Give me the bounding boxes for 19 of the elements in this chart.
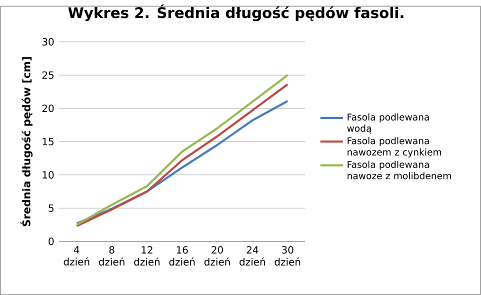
chart-title: Wykres 2. Średnia długość pędów fasoli. [68,4,404,22]
y-tick-label: 0 [48,238,54,246]
legend-label: Fasola podlewana wodą [347,113,429,134]
x-tick-label: 24 dzień [240,246,265,266]
y-tick-label: 10 [42,171,54,179]
y-axis-title: Średnia długość pędów [cm] [20,57,33,226]
x-tick-label: 20 dzień [204,246,230,266]
y-tick-label: 25 [42,71,54,79]
x-tick-label: 8 dzień [98,246,124,266]
legend-label: Fasola podlewana nawozem z cynkiem [348,137,442,158]
x-tick-label: 30 dzień [274,246,300,266]
legend-label: Fasola podlewana nawoze z molibdenem [348,160,451,180]
y-tick-label: 15 [42,138,54,146]
y-tick-label: 30 [42,38,54,46]
y-tick-label: 20 [42,104,54,112]
x-tick-label: 12 dzień [134,246,160,266]
x-tick-label: 4 dzień [64,246,90,266]
x-tick-label: 16 dzień [169,246,195,266]
y-tick-label: 5 [48,204,54,212]
